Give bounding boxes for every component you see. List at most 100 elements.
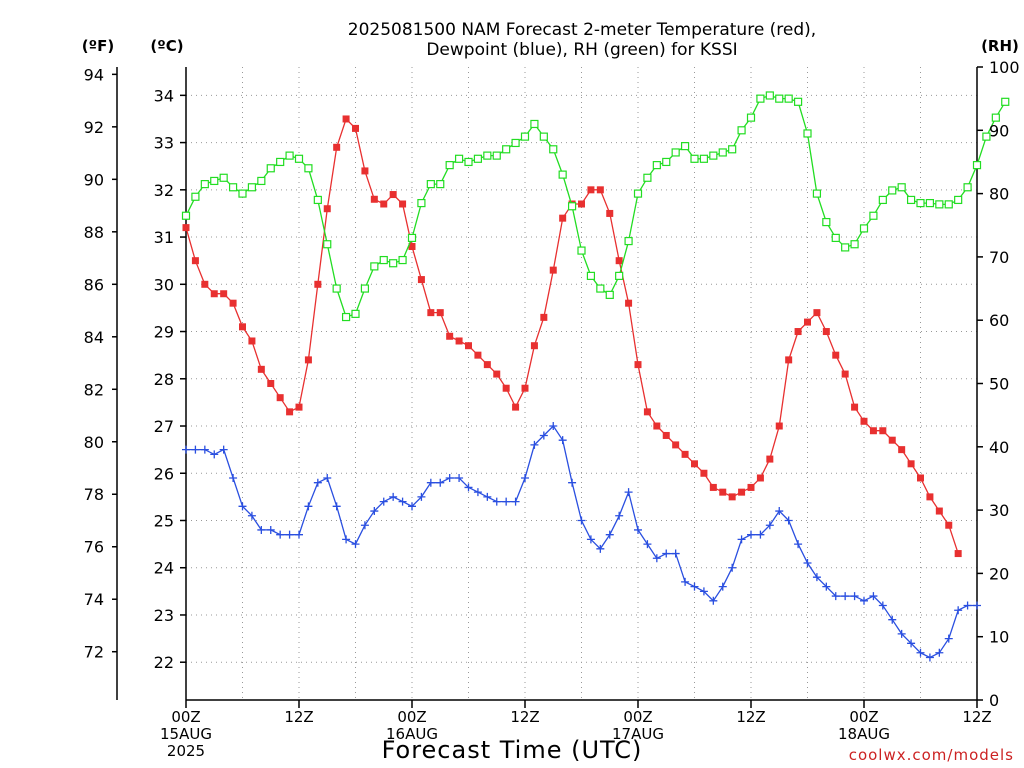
temperature-point xyxy=(220,290,228,298)
temperature-point xyxy=(465,342,472,350)
dewpoint-point xyxy=(634,525,642,534)
dewpoint-point xyxy=(850,592,859,601)
dewpoint-point xyxy=(568,478,577,487)
dewpoint-point xyxy=(643,540,652,549)
temperature-point xyxy=(540,313,548,321)
rh-point xyxy=(746,113,756,122)
rh-point xyxy=(822,217,831,227)
temperature-point xyxy=(361,167,369,175)
rh-point xyxy=(888,186,897,195)
dewpoint-series xyxy=(182,422,981,662)
dewpoint-point xyxy=(408,502,416,511)
dewpoint-point xyxy=(182,445,190,454)
rh-point xyxy=(379,255,388,265)
fahrenheit-tick-label: 78 xyxy=(84,485,104,504)
temperature-point xyxy=(888,436,896,444)
dewpoint-point xyxy=(436,478,445,487)
dewpoint-point xyxy=(473,488,482,497)
fahrenheit-tick-label: 94 xyxy=(84,65,104,84)
dewpoint-point xyxy=(483,492,492,501)
temperature-point xyxy=(512,403,520,411)
rh-point xyxy=(699,154,709,163)
temperature-point xyxy=(399,200,407,208)
temperature-point xyxy=(323,205,331,213)
dewpoint-point xyxy=(229,473,238,482)
dewpoint-point xyxy=(511,497,520,506)
source-credit: coolwx.com/models xyxy=(849,746,1014,764)
rh-point xyxy=(228,183,238,192)
dewpoint-point xyxy=(276,530,285,539)
rh-point xyxy=(398,255,407,265)
dewpoint-point xyxy=(681,577,690,586)
temperature-point xyxy=(455,337,463,345)
temperature-point xyxy=(446,332,454,340)
dewpoint-point xyxy=(916,648,925,657)
celsius-tick-label: 25 xyxy=(154,511,174,530)
rh-point xyxy=(370,262,379,271)
temperature-point xyxy=(342,115,350,123)
dewpoint-point xyxy=(304,502,313,511)
dewpoint-point xyxy=(662,549,671,558)
tick-labels: 72 74 76 78 80 82 84 86 88 90 92 94 22 23 24 25 26 27 28 29… xyxy=(84,58,1020,760)
dewpoint-point xyxy=(389,492,398,501)
dewpoint-point xyxy=(426,478,435,487)
rh-point xyxy=(718,148,727,157)
rh-point xyxy=(728,145,737,154)
temperature-point xyxy=(822,328,830,336)
temperature-point xyxy=(229,299,237,307)
rh-point xyxy=(351,309,360,318)
temperature-point xyxy=(691,460,698,468)
dewpoint-point xyxy=(709,596,718,605)
rh-tick-label: 10 xyxy=(989,628,1009,647)
dewpoint-point xyxy=(652,554,661,563)
rh-point xyxy=(841,243,850,252)
x-tick-label: 00Z xyxy=(397,708,426,726)
celsius-tick-label: 31 xyxy=(154,228,174,247)
temperature-point xyxy=(474,351,482,359)
rh-point xyxy=(181,211,191,220)
rh-point xyxy=(539,132,548,141)
temperature-point xyxy=(314,280,322,288)
temperature-point xyxy=(653,422,661,430)
temperature-point xyxy=(643,408,651,416)
dewpoint-point xyxy=(775,507,784,516)
dewpoint-point xyxy=(699,587,708,596)
x-tick-label: 12Z xyxy=(736,708,765,726)
rh-tick-label: 40 xyxy=(989,438,1009,457)
rh-point xyxy=(671,148,680,157)
celsius-tick-label: 26 xyxy=(154,464,174,483)
dewpoint-point xyxy=(973,601,981,610)
rh-point xyxy=(257,176,266,186)
dewpoint-point xyxy=(690,582,699,591)
dewpoint-point xyxy=(935,648,944,657)
data-series xyxy=(181,91,1010,662)
rh-axis-unit: (RH) xyxy=(981,37,1019,55)
temperature-point xyxy=(380,200,388,208)
rh-point xyxy=(972,161,982,170)
temperature-point xyxy=(502,384,510,392)
celsius-tick-label: 23 xyxy=(154,606,174,625)
rh-point xyxy=(954,195,963,205)
rh-point xyxy=(793,97,803,106)
x-tick-label: 12Z xyxy=(510,708,539,726)
rh-tick-label: 60 xyxy=(989,311,1009,330)
dewpoint-point xyxy=(210,450,219,459)
x-tick-date: 15AUG xyxy=(160,725,212,743)
rh-point xyxy=(982,132,991,141)
rh-point xyxy=(520,132,530,141)
dewpoint-point xyxy=(455,473,464,482)
dewpoint-point xyxy=(812,573,821,582)
rh-point xyxy=(643,173,652,182)
dewpoint-point xyxy=(464,483,473,492)
celsius-tick-label: 30 xyxy=(154,275,174,294)
dewpoint-point xyxy=(295,530,303,539)
dewpoint-point xyxy=(351,540,360,549)
temperature-point xyxy=(794,328,802,336)
temperature-point xyxy=(813,309,821,317)
rh-point xyxy=(963,183,972,192)
temperature-point xyxy=(700,469,708,477)
x-tick-date: 18AUG xyxy=(838,725,890,743)
rh-point xyxy=(897,183,906,192)
rh-point xyxy=(1001,97,1010,106)
rh-point xyxy=(473,154,483,163)
